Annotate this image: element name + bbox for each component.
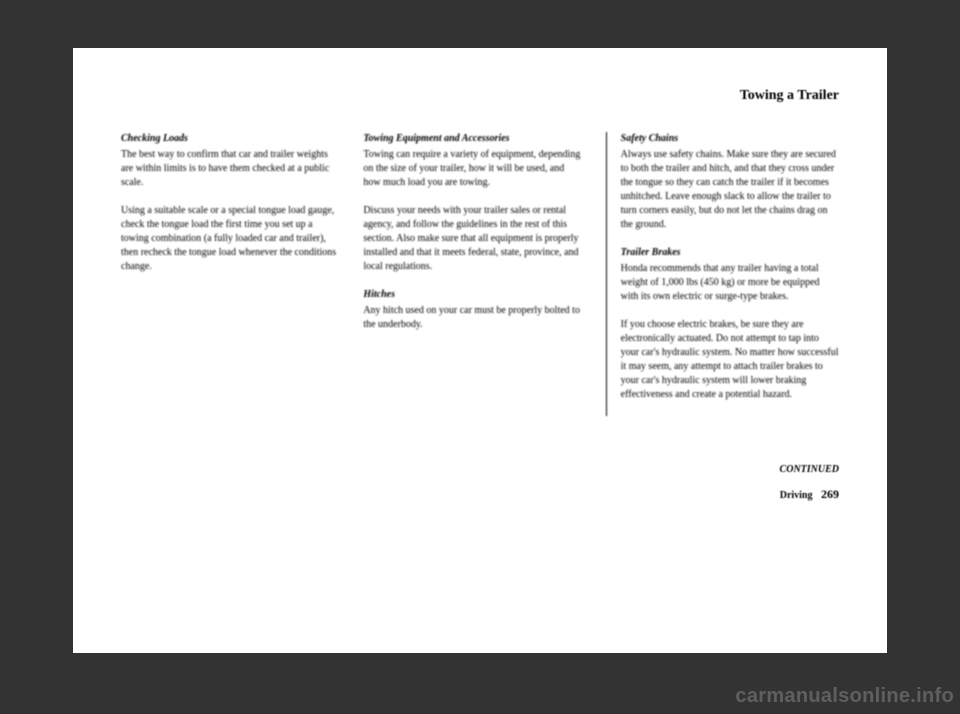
column-3: Safety Chains Always use safety chains. … [606,132,839,416]
body-text: Using a suitable scale or a special tong… [121,204,339,274]
page-footer: Driving 269 [121,487,839,502]
body-text: Any hitch used on your car must be prope… [363,304,581,332]
page-title: Towing a Trailer [121,88,839,104]
body-text: If you choose electric brakes, be sure t… [621,318,839,402]
body-text: The best way to confirm that car and tra… [121,148,339,190]
continued-label: CONTINUED [121,464,839,475]
heading-hitches: Hitches [363,288,581,302]
heading-checking-loads: Checking Loads [121,132,339,146]
body-text: Towing can require a variety of equipmen… [363,148,581,190]
column-1: Checking Loads The best way to confirm t… [121,132,339,416]
heading-trailer-brakes: Trailer Brakes [621,246,839,260]
footer-page-number: 269 [821,487,839,501]
body-text: Honda recommends that any trailer having… [621,262,839,304]
manual-page: Towing a Trailer Checking Loads The best… [73,48,887,653]
column-2: Towing Equipment and Accessories Towing … [363,132,581,416]
watermark: carmanualsonline.info [735,685,954,708]
body-text: Discuss your needs with your trailer sal… [363,204,581,274]
content-columns: Checking Loads The best way to confirm t… [121,132,839,416]
body-text: Always use safety chains. Make sure they… [621,148,839,232]
heading-safety-chains: Safety Chains [621,132,839,146]
footer-section: Driving [780,490,813,501]
heading-towing-equipment: Towing Equipment and Accessories [363,132,581,146]
